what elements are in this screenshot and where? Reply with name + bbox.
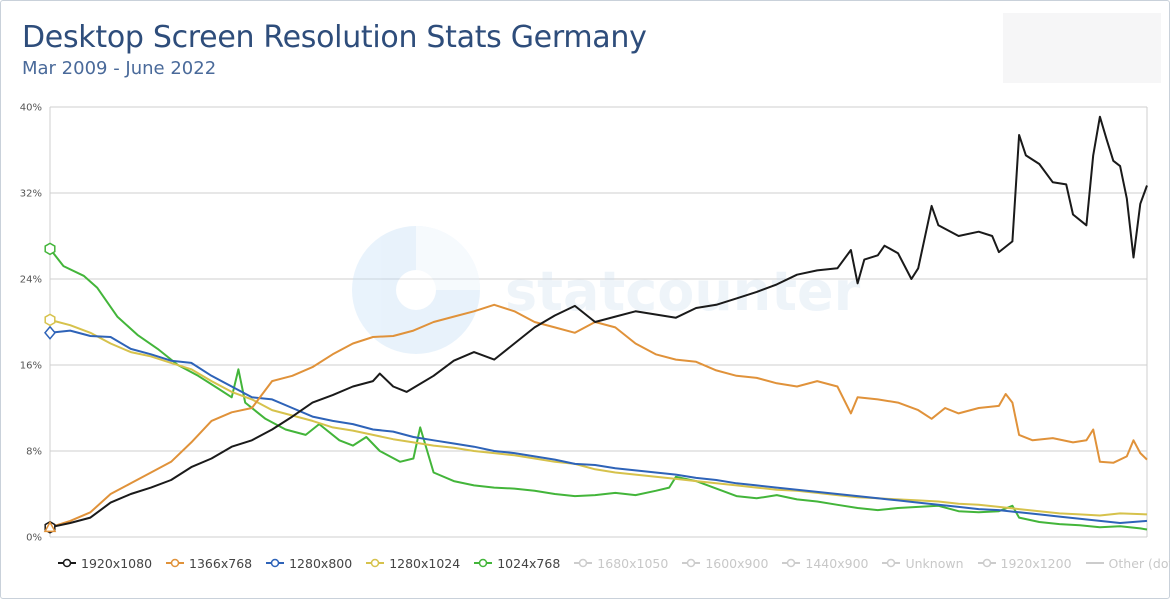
page-subtitle: Mar 2009 - June 2022 <box>22 58 217 79</box>
statcounter-watermark: statcounter <box>352 226 861 354</box>
legend: 1920x1080 1366x768 1280x800 1280x1024 1024x7… <box>58 553 1170 573</box>
legend-label: 1440x900 <box>805 555 869 571</box>
legend-label: 1280x1024 <box>389 555 461 571</box>
legend-label: 1366x768 <box>189 555 253 571</box>
watermark-text: statcounter <box>505 260 861 323</box>
series-start-marker-1280x1024[interactable] <box>44 313 56 327</box>
legend-swatch-icon <box>882 558 901 568</box>
legend-item-1280x800[interactable]: 1280x800 <box>266 556 352 571</box>
y-axis-ticks: 0% 8% 16% 24% 32% 40% <box>20 103 42 544</box>
series-lines <box>49 115 1148 531</box>
legend-label: 1024x768 <box>497 555 561 571</box>
grid-lines <box>49 106 1148 538</box>
legend-swatch-icon <box>166 558 185 568</box>
series-start-marker-1366x768[interactable] <box>43 520 57 533</box>
legend-swatch-icon <box>977 558 996 568</box>
ad-placeholder <box>1003 13 1161 83</box>
y-tick-label: 16% <box>20 361 42 372</box>
series-markers <box>43 242 57 534</box>
legend-item-1920x1200[interactable]: 1920x1200 <box>977 555 1072 571</box>
series-line-1366x768[interactable] <box>49 303 1148 529</box>
legend-item-1024x768[interactable]: 1024x768 <box>474 556 560 571</box>
legend-label: Unknown <box>905 555 964 571</box>
legend-item-1440x900[interactable]: 1440x900 <box>782 556 868 571</box>
y-tick-label: 0% <box>26 533 42 544</box>
series-start-marker-1024x768[interactable] <box>44 242 56 256</box>
legend-label: 1280x800 <box>289 555 353 571</box>
legend-item-other-dotted-[interactable]: Other (dotted) <box>1085 555 1170 571</box>
page-title: Desktop Screen Resolution Stats Germany <box>22 20 647 55</box>
legend-swatch-icon <box>266 558 285 568</box>
series-start-marker-1280x800[interactable] <box>44 325 56 340</box>
y-tick-label: 24% <box>20 275 42 286</box>
legend-label: 1920x1080 <box>81 555 153 571</box>
legend-label: 1600x900 <box>705 555 769 571</box>
legend-swatch-icon <box>58 558 76 568</box>
legend-swatch-icon <box>782 558 801 568</box>
legend-swatch-icon <box>474 558 493 568</box>
legend-item-1600x900[interactable]: 1600x900 <box>682 556 768 571</box>
y-tick-label: 32% <box>20 189 42 200</box>
legend-label: 1920x1200 <box>1000 555 1072 571</box>
legend-swatch-icon <box>1085 562 1104 564</box>
series-line-1920x1080[interactable] <box>49 115 1148 529</box>
legend-swatch-icon <box>682 558 701 568</box>
series-line-1280x1024[interactable] <box>49 318 1148 517</box>
legend-swatch-icon <box>366 558 385 568</box>
y-tick-label: 8% <box>26 447 42 458</box>
legend-item-1920x1080[interactable]: 1920x1080 <box>58 556 152 571</box>
legend-label: Other (dotted) <box>1108 555 1170 571</box>
legend-item-1280x1024[interactable]: 1280x1024 <box>366 556 460 571</box>
y-tick-label: 40% <box>20 103 42 114</box>
series-line-1280x800[interactable] <box>49 329 1148 524</box>
legend-label: 1680x1050 <box>597 555 669 571</box>
legend-swatch-icon <box>574 558 593 568</box>
legend-item-unknown[interactable]: Unknown <box>882 555 964 571</box>
legend-item-1366x768[interactable]: 1366x768 <box>166 556 252 571</box>
legend-item-1680x1050[interactable]: 1680x1050 <box>574 556 668 571</box>
